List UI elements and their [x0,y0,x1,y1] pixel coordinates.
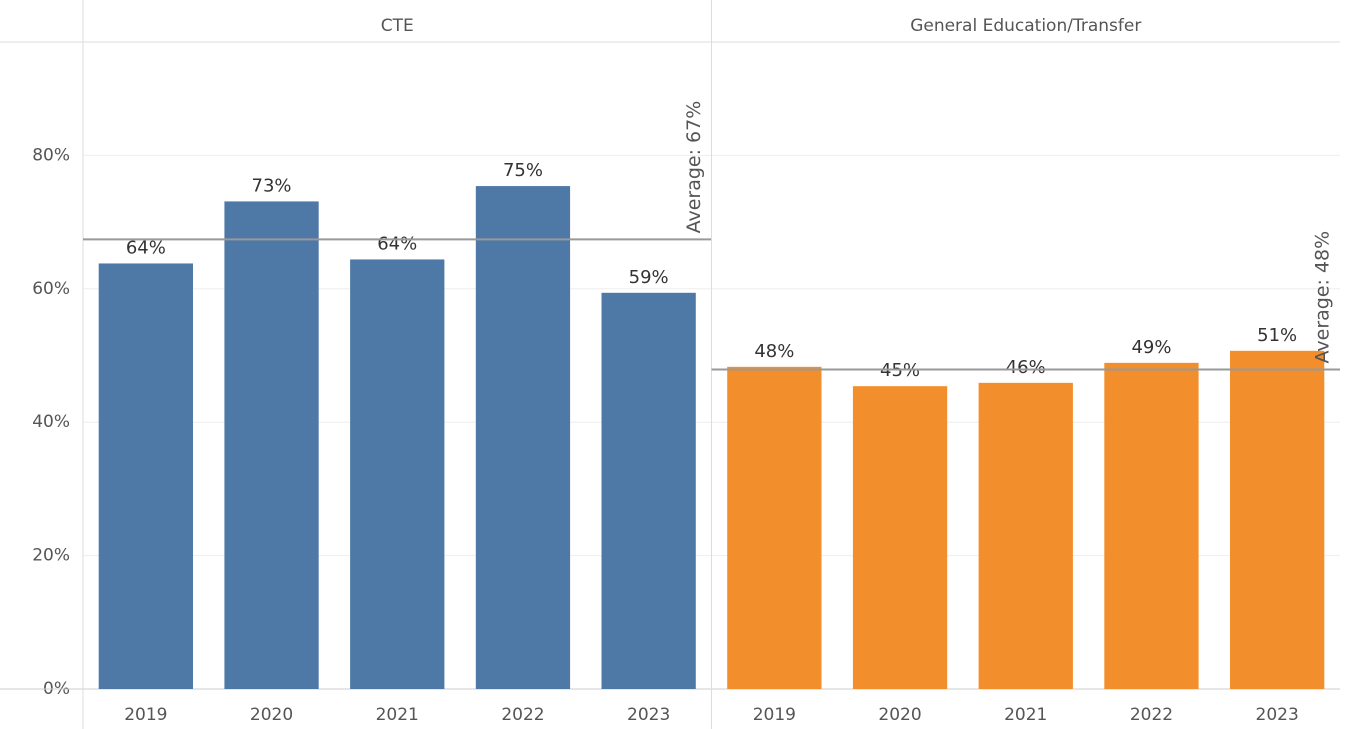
bar [224,201,319,689]
y-tick-label: 60% [32,279,70,299]
x-tick-label: 2019 [124,705,167,725]
average-label: Average: 48% [1312,231,1334,364]
bar [978,382,1073,689]
x-tick-label: 2020 [878,705,921,725]
bar [1104,362,1199,689]
data-label: 49% [1131,337,1171,358]
data-label: 64% [377,233,417,254]
data-label: 46% [1006,357,1046,378]
bar [1230,350,1325,689]
x-tick-label: 2020 [250,705,293,725]
y-tick-label: 80% [32,145,70,165]
data-label: 48% [754,341,794,362]
bar [350,259,445,689]
bar [727,366,822,689]
data-label: 51% [1257,325,1297,346]
bar [98,263,193,689]
panel-title: CTE [381,16,414,36]
data-label: 59% [629,267,669,288]
x-tick-label: 2021 [376,705,419,725]
data-label: 64% [126,237,166,258]
x-tick-label: 2022 [1130,705,1173,725]
bar [601,292,696,689]
average-label: Average: 67% [683,101,705,234]
data-label: 75% [503,160,543,181]
bar [852,386,948,689]
x-tick-label: 2023 [1256,705,1299,725]
panel-title: General Education/Transfer [910,16,1141,36]
y-tick-label: 40% [32,412,70,432]
y-tick-label: 20% [32,546,70,566]
data-label: 73% [252,175,292,196]
x-tick-label: 2021 [1004,705,1047,725]
bar [475,186,571,690]
data-label: 45% [880,360,920,381]
x-tick-label: 2022 [501,705,544,725]
x-tick-label: 2019 [753,705,796,725]
x-tick-label: 2023 [627,705,670,725]
